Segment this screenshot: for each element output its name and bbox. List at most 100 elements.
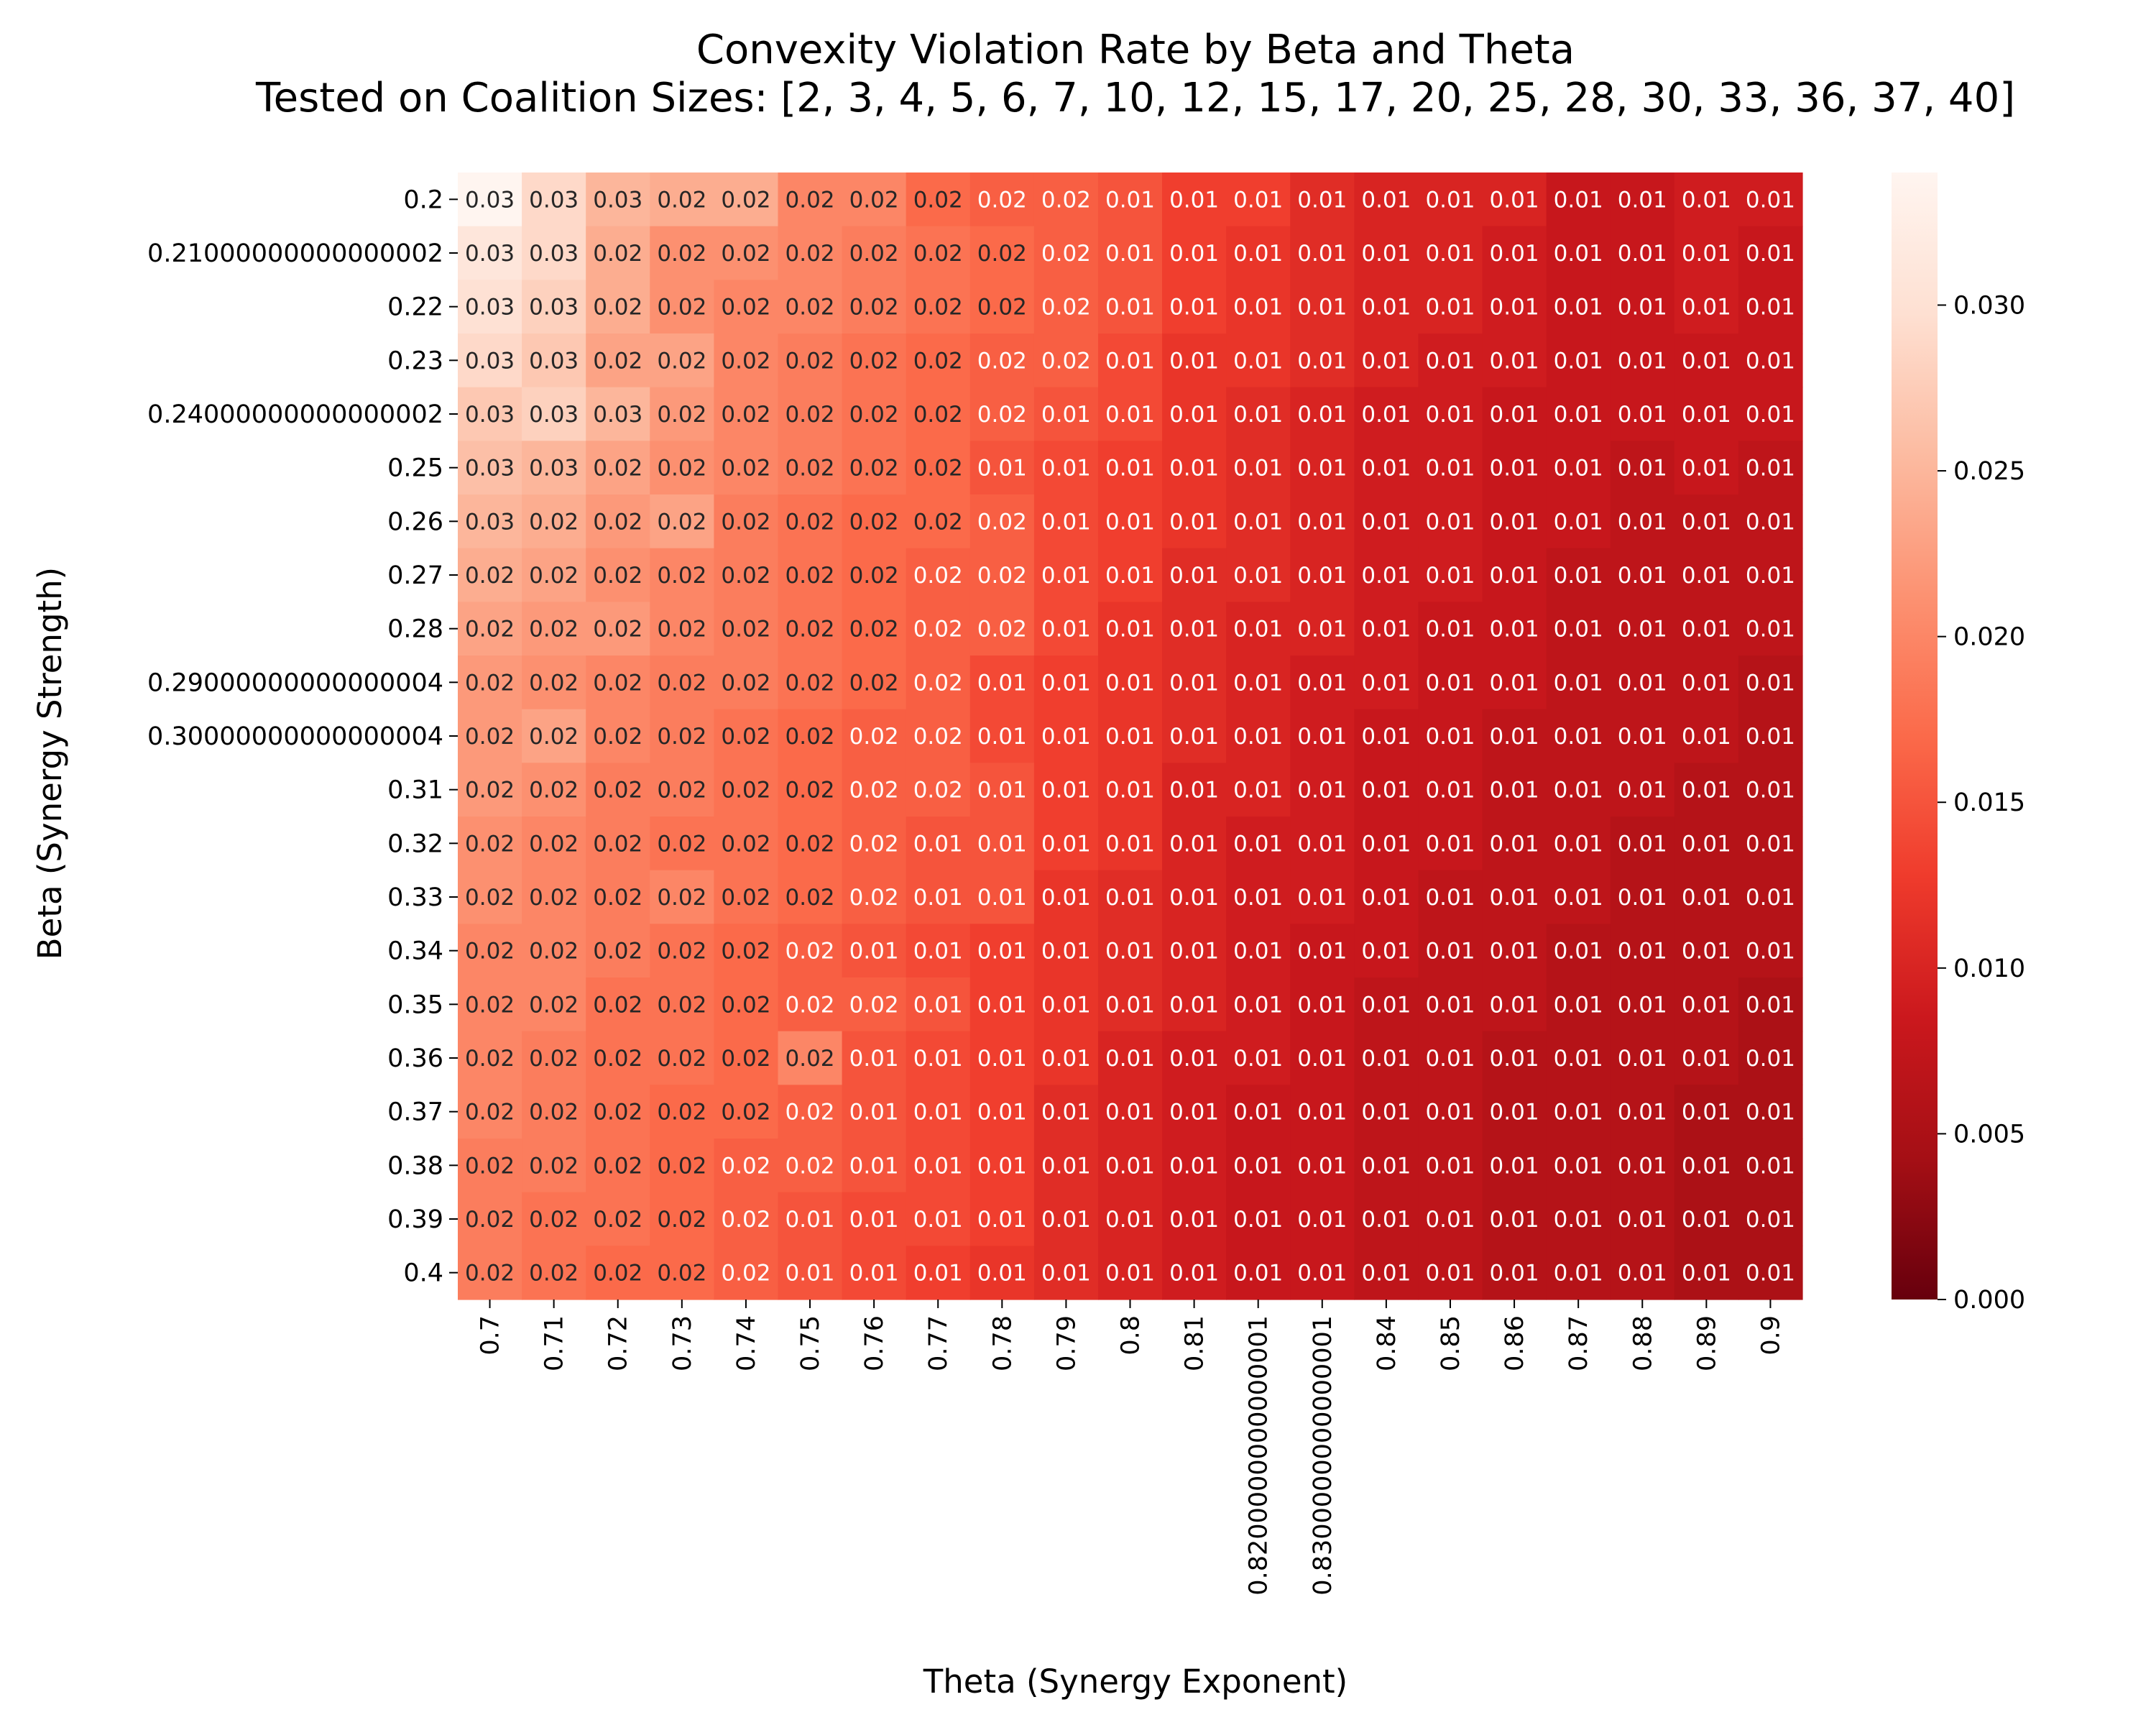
x-tick-label: 0.71 bbox=[540, 1315, 569, 1371]
colorbar-tick-label: 0.010 bbox=[1953, 954, 2025, 983]
heatmap-cell bbox=[969, 172, 1035, 227]
heatmap-cell bbox=[1738, 1138, 1803, 1193]
cell-value-label: 0.02 bbox=[977, 295, 1027, 321]
heatmap-cell bbox=[906, 1031, 971, 1085]
cell-value-label: 0.01 bbox=[1233, 670, 1283, 696]
heatmap-cell bbox=[1546, 1085, 1611, 1139]
heatmap-cell bbox=[1354, 1192, 1419, 1246]
heatmap-cell bbox=[842, 924, 907, 978]
cell-value-label: 0.02 bbox=[529, 831, 579, 857]
cell-value-label: 0.02 bbox=[849, 348, 899, 374]
heatmap-cell bbox=[1610, 1246, 1675, 1300]
heatmap-cell bbox=[906, 656, 971, 710]
cell-value-label: 0.01 bbox=[1233, 778, 1283, 804]
heatmap-cell bbox=[1290, 816, 1355, 871]
cell-value-label: 0.02 bbox=[465, 563, 515, 589]
cell-value-label: 0.01 bbox=[1554, 187, 1603, 213]
heatmap-cell bbox=[1674, 1085, 1739, 1139]
cell-value-label: 0.01 bbox=[1361, 778, 1411, 804]
cell-value-label: 0.02 bbox=[529, 670, 579, 696]
heatmap-cell bbox=[1674, 763, 1739, 817]
heatmap-cell bbox=[842, 1138, 907, 1193]
cell-value-label: 0.01 bbox=[1169, 778, 1219, 804]
heatmap-cell bbox=[1546, 441, 1611, 495]
heatmap-cell bbox=[1482, 334, 1547, 388]
cell-value-label: 0.01 bbox=[977, 1261, 1027, 1287]
heatmap-cell bbox=[714, 870, 779, 924]
cell-value-label: 0.01 bbox=[1490, 1153, 1539, 1179]
cell-value-label: 0.01 bbox=[1169, 402, 1219, 428]
cell-value-label: 0.01 bbox=[1554, 1100, 1603, 1126]
heatmap-cell bbox=[1418, 1031, 1483, 1085]
heatmap-cell bbox=[1162, 280, 1227, 334]
heatmap-cell bbox=[1097, 1192, 1163, 1246]
heatmap-cell bbox=[969, 709, 1035, 763]
cell-value-label: 0.01 bbox=[1233, 509, 1283, 535]
cell-value-label: 0.01 bbox=[1490, 617, 1539, 643]
heatmap-cell bbox=[1226, 816, 1291, 871]
heatmap-cell bbox=[586, 441, 650, 495]
cell-value-label: 0.02 bbox=[913, 295, 963, 321]
cell-value-label: 0.01 bbox=[1425, 724, 1475, 750]
heatmap-cell bbox=[842, 1085, 907, 1139]
heatmap-cell bbox=[842, 226, 907, 280]
heatmap-cell bbox=[650, 602, 714, 656]
heatmap-cell bbox=[714, 494, 779, 549]
heatmap-cell bbox=[1097, 656, 1163, 710]
heatmap-cell bbox=[1097, 548, 1163, 602]
cell-value-label: 0.01 bbox=[1490, 187, 1539, 213]
cell-value-label: 0.01 bbox=[1169, 187, 1219, 213]
heatmap-cell bbox=[458, 387, 522, 441]
heatmap-cell bbox=[1418, 280, 1483, 334]
heatmap-cell bbox=[1610, 387, 1675, 441]
heatmap-cell bbox=[650, 1138, 714, 1193]
cell-value-label: 0.01 bbox=[1297, 1046, 1347, 1072]
x-tick-label: 0.89 bbox=[1692, 1315, 1721, 1371]
cell-value-label: 0.01 bbox=[1169, 939, 1219, 965]
heatmap-cell bbox=[1033, 1192, 1099, 1246]
cell-value-label: 0.01 bbox=[1554, 1207, 1603, 1233]
heatmap-cell bbox=[1226, 441, 1291, 495]
heatmap-cell bbox=[522, 280, 586, 334]
cell-value-label: 0.01 bbox=[1041, 885, 1091, 911]
heatmap-cell bbox=[1610, 172, 1675, 227]
heatmap-cell bbox=[1674, 656, 1739, 710]
heatmap-cell bbox=[906, 387, 971, 441]
cell-value-label: 0.01 bbox=[1105, 1046, 1155, 1072]
cell-value-label: 0.02 bbox=[721, 724, 770, 750]
heatmap-cell bbox=[1610, 441, 1675, 495]
heatmap-cell bbox=[1354, 763, 1419, 817]
cell-value-label: 0.01 bbox=[1361, 724, 1411, 750]
heatmap-cell bbox=[1290, 763, 1355, 817]
heatmap-cell bbox=[586, 1085, 650, 1139]
cell-value-label: 0.01 bbox=[1425, 1046, 1475, 1072]
cell-value-label: 0.02 bbox=[786, 348, 835, 374]
cell-value-label: 0.01 bbox=[1105, 1261, 1155, 1287]
heatmap-cell bbox=[1290, 226, 1355, 280]
heatmap-cell bbox=[1033, 1085, 1099, 1139]
heatmap-cell bbox=[1418, 978, 1483, 1032]
cell-value-label: 0.01 bbox=[1618, 187, 1667, 213]
x-tick-label: 0.79 bbox=[1052, 1315, 1081, 1371]
cell-value-label: 0.01 bbox=[1041, 831, 1091, 857]
cell-value-label: 0.01 bbox=[1361, 295, 1411, 321]
heatmap-cell bbox=[586, 548, 650, 602]
cell-value-label: 0.01 bbox=[1618, 1100, 1667, 1126]
y-tick-label: 0.35 bbox=[387, 990, 443, 1019]
heatmap-cell bbox=[1354, 924, 1419, 978]
cell-value-label: 0.01 bbox=[977, 939, 1027, 965]
heatmap-cell bbox=[1546, 763, 1611, 817]
heatmap-cell bbox=[650, 924, 714, 978]
cell-value-label: 0.02 bbox=[657, 295, 706, 321]
colorbar bbox=[1892, 172, 1938, 1300]
cell-value-label: 0.01 bbox=[1105, 509, 1155, 535]
cell-value-label: 0.01 bbox=[1425, 1153, 1475, 1179]
cell-value-label: 0.02 bbox=[1041, 241, 1091, 267]
heatmap-cell bbox=[1610, 548, 1675, 602]
heatmap-cell bbox=[969, 978, 1035, 1032]
cell-value-label: 0.02 bbox=[465, 831, 515, 857]
cell-value-label: 0.01 bbox=[1618, 456, 1667, 482]
cell-value-label: 0.02 bbox=[465, 885, 515, 911]
cell-value-label: 0.01 bbox=[1297, 724, 1347, 750]
cell-value-label: 0.01 bbox=[1682, 778, 1731, 804]
